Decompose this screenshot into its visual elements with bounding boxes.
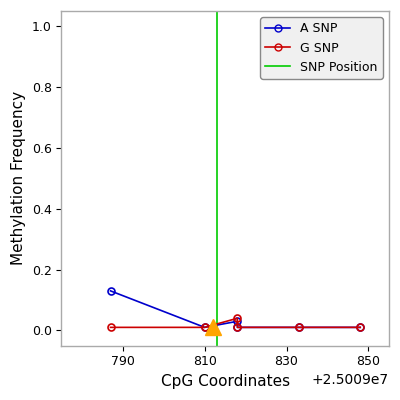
Legend: A SNP, G SNP, SNP Position: A SNP, G SNP, SNP Position <box>260 17 383 79</box>
Y-axis label: Methylation Frequency: Methylation Frequency <box>11 91 26 266</box>
X-axis label: CpG Coordinates: CpG Coordinates <box>160 374 290 389</box>
